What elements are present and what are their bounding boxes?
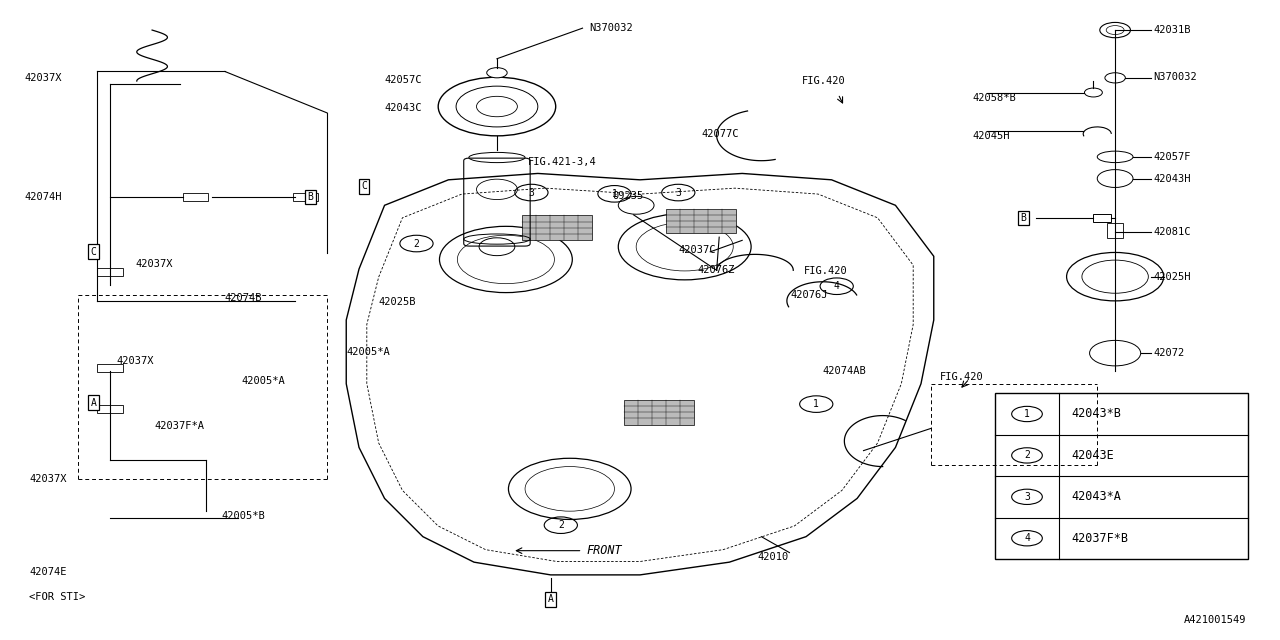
Text: 42005*A: 42005*A bbox=[242, 376, 285, 385]
Text: 2: 2 bbox=[558, 520, 563, 530]
Text: 42057F: 42057F bbox=[1153, 152, 1190, 162]
Text: 42037X: 42037X bbox=[24, 73, 61, 83]
Text: <FOR STI>: <FOR STI> bbox=[29, 592, 86, 602]
Text: 42037X: 42037X bbox=[29, 474, 67, 484]
Text: 4: 4 bbox=[1024, 533, 1030, 543]
Text: A: A bbox=[91, 398, 96, 408]
Text: B: B bbox=[1020, 213, 1027, 223]
Text: C: C bbox=[361, 181, 367, 191]
Text: 42010: 42010 bbox=[758, 552, 788, 562]
Text: 42081C: 42081C bbox=[1153, 227, 1190, 237]
Text: 42058*B: 42058*B bbox=[972, 93, 1016, 103]
Bar bbox=[666, 209, 736, 234]
Text: 42037X: 42037X bbox=[116, 356, 154, 367]
Bar bbox=[97, 405, 123, 413]
Bar bbox=[995, 394, 1248, 559]
Bar bbox=[625, 400, 694, 424]
Text: B: B bbox=[307, 192, 314, 202]
Text: 42074B: 42074B bbox=[225, 292, 262, 303]
Text: 42037C: 42037C bbox=[678, 245, 716, 255]
Text: FIG.421-3,4: FIG.421-3,4 bbox=[527, 157, 596, 167]
Text: FRONT: FRONT bbox=[586, 544, 622, 557]
Text: 42037F*A: 42037F*A bbox=[155, 421, 205, 431]
Text: 42077C: 42077C bbox=[701, 129, 739, 139]
Circle shape bbox=[1100, 22, 1130, 38]
Text: 42074E: 42074E bbox=[29, 566, 67, 577]
Text: 1: 1 bbox=[612, 189, 617, 199]
Bar bbox=[522, 216, 593, 240]
Text: 42043C: 42043C bbox=[384, 103, 422, 113]
Text: 42025H: 42025H bbox=[1153, 271, 1190, 282]
Text: N370032: N370032 bbox=[589, 23, 632, 33]
Bar bbox=[97, 268, 123, 276]
Text: 42043E: 42043E bbox=[1071, 449, 1115, 462]
Text: 42037X: 42037X bbox=[136, 259, 173, 269]
Bar bbox=[97, 364, 123, 372]
Text: 2: 2 bbox=[413, 239, 420, 248]
Text: A: A bbox=[548, 594, 553, 604]
Bar bbox=[293, 193, 319, 201]
Text: 42037F*B: 42037F*B bbox=[1071, 532, 1129, 545]
Text: FIG.420: FIG.420 bbox=[940, 372, 984, 382]
Text: 42043*B: 42043*B bbox=[1071, 408, 1121, 420]
Text: A421001549: A421001549 bbox=[1184, 614, 1247, 625]
Text: 2: 2 bbox=[1024, 451, 1030, 460]
Text: FIG.420: FIG.420 bbox=[803, 76, 846, 86]
Bar bbox=[1093, 214, 1111, 222]
Text: 42074AB: 42074AB bbox=[823, 366, 867, 376]
Text: 1: 1 bbox=[813, 399, 819, 409]
Text: 4: 4 bbox=[833, 281, 840, 291]
Text: 42005*A: 42005*A bbox=[346, 347, 390, 357]
Text: 3: 3 bbox=[1024, 492, 1030, 502]
Text: 42076J: 42076J bbox=[791, 289, 828, 300]
Text: 42043*A: 42043*A bbox=[1071, 490, 1121, 503]
Circle shape bbox=[1105, 73, 1125, 83]
Text: 09235: 09235 bbox=[612, 191, 643, 201]
Circle shape bbox=[486, 68, 507, 78]
Text: N370032: N370032 bbox=[1153, 72, 1197, 81]
Bar bbox=[1107, 223, 1123, 239]
Text: 1: 1 bbox=[1024, 409, 1030, 419]
Text: 42045H: 42045H bbox=[972, 131, 1010, 141]
Bar bbox=[183, 193, 209, 201]
Text: 42005*B: 42005*B bbox=[221, 511, 265, 520]
Text: 42076Z: 42076Z bbox=[698, 266, 735, 275]
Text: 42074H: 42074H bbox=[24, 192, 61, 202]
Text: 42072: 42072 bbox=[1153, 348, 1185, 358]
Text: 42043H: 42043H bbox=[1153, 173, 1190, 184]
Text: 3: 3 bbox=[676, 188, 681, 198]
Text: 3: 3 bbox=[529, 188, 534, 198]
Text: 42057C: 42057C bbox=[384, 75, 422, 84]
Text: FIG.420: FIG.420 bbox=[804, 266, 847, 276]
Text: 42025B: 42025B bbox=[378, 297, 416, 307]
Text: C: C bbox=[91, 247, 96, 257]
Text: 42031B: 42031B bbox=[1153, 25, 1190, 35]
